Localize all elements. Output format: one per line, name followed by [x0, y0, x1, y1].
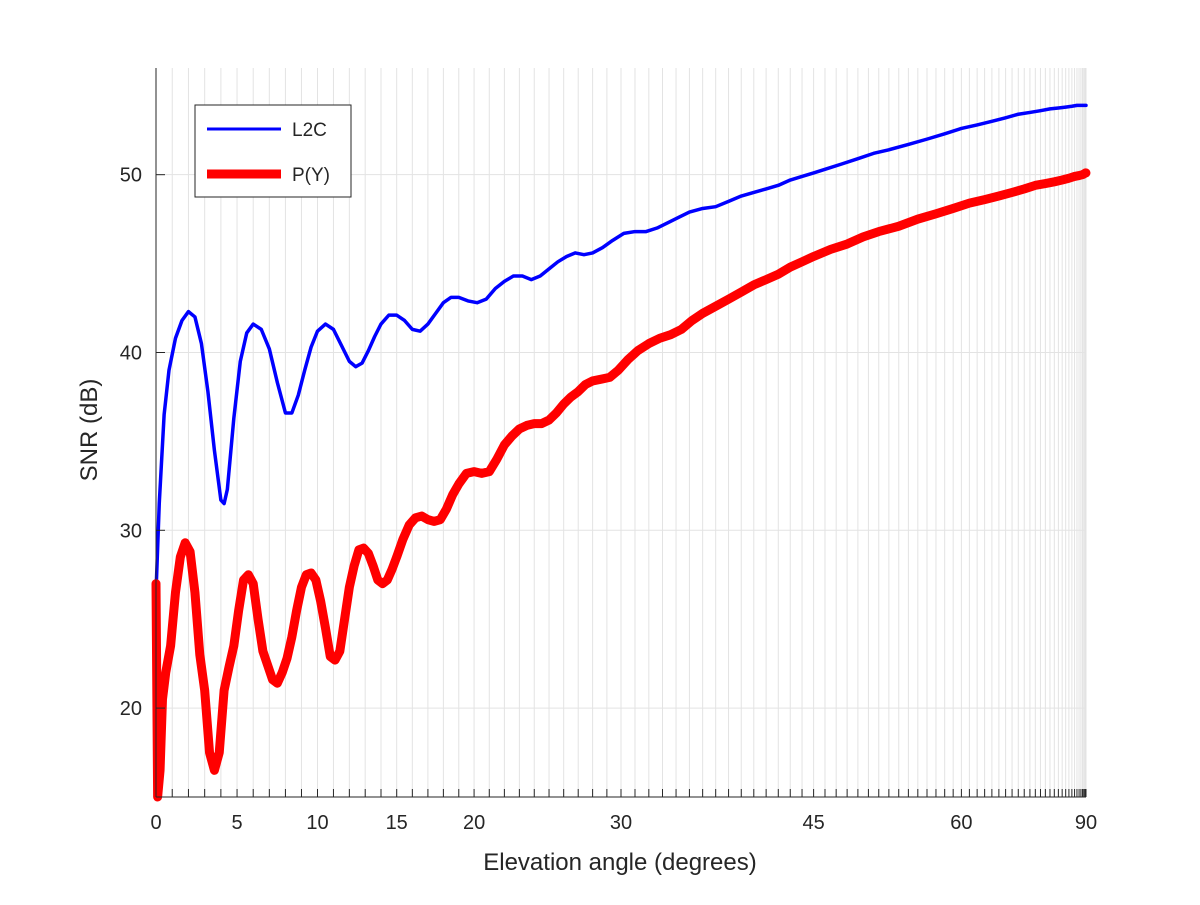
x-tick-label: 90: [1075, 812, 1097, 834]
y-tick-label: 40: [120, 342, 142, 364]
x-tick-label: 30: [610, 812, 632, 834]
series-line-py: [151, 168, 1091, 802]
legend-label-l2c: L2C: [292, 120, 327, 141]
y-tick-label: 20: [120, 698, 142, 720]
x-tick-label: 60: [950, 812, 972, 834]
x-tick-label: 45: [802, 812, 824, 834]
legend-label-py: P(Y): [292, 165, 330, 186]
tick-label-layer: 0 5 10 15 20 30 45 60 90 20 30 40 50: [120, 165, 1097, 834]
legend: L2C P(Y): [194, 104, 352, 198]
x-tick-label: 10: [306, 812, 328, 834]
y-tick-label: 50: [120, 165, 142, 187]
y-tick-label: 30: [120, 520, 142, 542]
x-tick-label: 20: [463, 812, 485, 834]
x-tick-label: 0: [150, 812, 161, 834]
legend-box: [194, 104, 352, 198]
series-layer: [151, 103, 1091, 802]
x-axis-label: Elevation angle (degrees): [483, 849, 757, 876]
axes-layer: [155, 68, 1087, 798]
x-tick-label: 5: [231, 812, 242, 834]
y-axis-label: SNR (dB): [76, 379, 103, 482]
x-tick-label: 15: [386, 812, 408, 834]
series-line-l2c: [154, 103, 1088, 595]
